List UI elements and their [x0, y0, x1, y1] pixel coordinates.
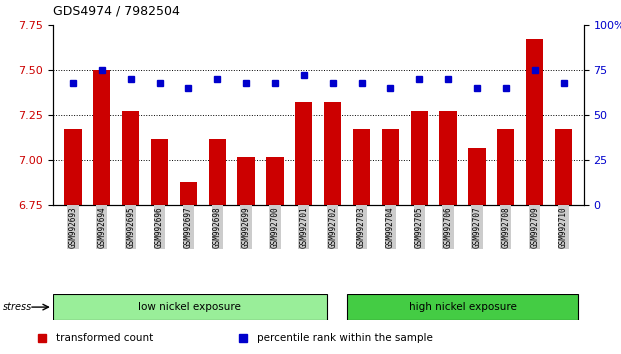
Text: GSM992710: GSM992710: [559, 206, 568, 248]
Text: GSM992700: GSM992700: [271, 206, 279, 248]
Text: GSM992701: GSM992701: [299, 206, 309, 248]
Bar: [353, 130, 370, 205]
Text: GSM992698: GSM992698: [213, 206, 222, 248]
Bar: [122, 112, 139, 205]
Bar: [347, 294, 578, 320]
Bar: [526, 39, 543, 205]
Text: high nickel exposure: high nickel exposure: [409, 302, 517, 312]
Text: GSM992703: GSM992703: [357, 206, 366, 248]
Text: GSM992695: GSM992695: [126, 206, 135, 248]
Bar: [555, 130, 572, 205]
Text: percentile rank within the sample: percentile rank within the sample: [258, 333, 433, 343]
Bar: [237, 156, 255, 205]
Text: GDS4974 / 7982504: GDS4974 / 7982504: [53, 5, 179, 18]
Bar: [468, 148, 486, 205]
Text: GSM992694: GSM992694: [97, 206, 106, 248]
Bar: [324, 102, 342, 205]
Text: transformed count: transformed count: [57, 333, 153, 343]
Text: GSM992697: GSM992697: [184, 206, 193, 248]
Bar: [65, 130, 81, 205]
Bar: [151, 138, 168, 205]
Text: GSM992693: GSM992693: [68, 206, 78, 248]
Bar: [382, 130, 399, 205]
Text: GSM992704: GSM992704: [386, 206, 395, 248]
Bar: [440, 112, 457, 205]
Bar: [209, 138, 226, 205]
Bar: [410, 112, 428, 205]
Text: GSM992702: GSM992702: [328, 206, 337, 248]
Text: GSM992696: GSM992696: [155, 206, 164, 248]
Bar: [93, 70, 111, 205]
Bar: [295, 102, 312, 205]
Bar: [497, 130, 514, 205]
Text: stress: stress: [3, 302, 32, 312]
Text: low nickel exposure: low nickel exposure: [138, 302, 242, 312]
Text: GSM992705: GSM992705: [415, 206, 424, 248]
Bar: [53, 294, 327, 320]
Bar: [179, 182, 197, 205]
Text: GSM992699: GSM992699: [242, 206, 251, 248]
Text: GSM992707: GSM992707: [473, 206, 481, 248]
Text: GSM992706: GSM992706: [443, 206, 453, 248]
Bar: [266, 156, 284, 205]
Text: GSM992708: GSM992708: [501, 206, 510, 248]
Text: GSM992709: GSM992709: [530, 206, 539, 248]
